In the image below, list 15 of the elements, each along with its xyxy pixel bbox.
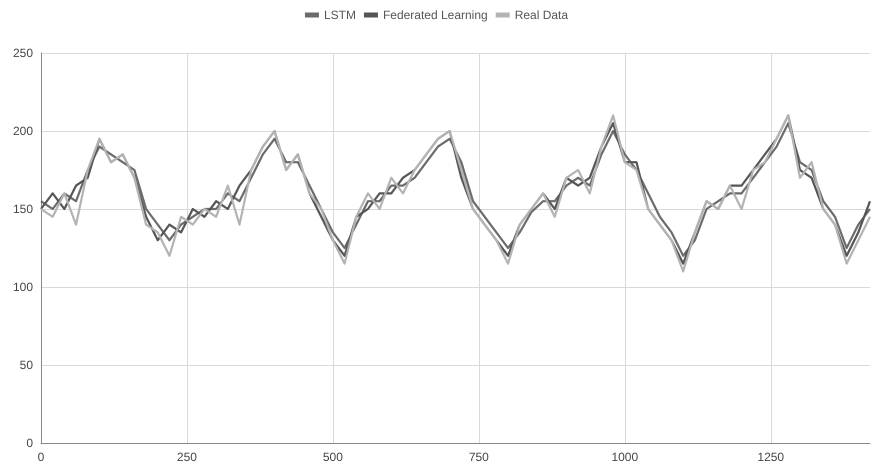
legend-label: Federated Learning: [382, 8, 488, 22]
y-tick-label: 200: [12, 124, 34, 138]
x-tick-label: 250: [176, 450, 198, 464]
y-tick-label: 100: [12, 280, 34, 294]
x-tick-label: 1250: [757, 450, 784, 464]
legend-label: LSTM: [324, 8, 356, 22]
x-tick-label: 0: [38, 450, 45, 464]
y-tick-label: 0: [26, 436, 34, 450]
y-tick-label: 250: [12, 46, 34, 60]
x-tick-label: 750: [468, 450, 490, 464]
y-tick-label: 150: [12, 202, 34, 216]
legend-label: Real Data: [514, 8, 568, 22]
x-tick-label: 500: [322, 450, 344, 464]
x-tick-label: 1000: [611, 450, 638, 464]
y-tick-label: 50: [20, 358, 34, 372]
